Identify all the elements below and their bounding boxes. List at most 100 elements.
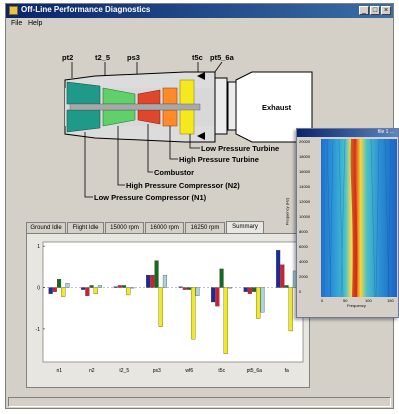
bar-pt5_6a-s2 [251,287,257,292]
tab-16250-rpm[interactable]: 16250 rpm [185,222,225,233]
x-tick-label: t2_5 [119,368,129,374]
bar-t2_5-s1 [117,285,122,288]
spectrogram-y-tick: 4000 [299,259,308,264]
exhaust-label: Exhaust [262,103,292,112]
spectrogram-window[interactable]: file 1 ... 20000 18000 16000 14000 12000 1000… [284,128,399,318]
spectrogram-y-axis: 20000 18000 16000 14000 12000 10000 8000 6000 40… [284,139,321,299]
bar-t5c-s3 [223,287,228,354]
station-ps3-label: ps3 [127,53,140,62]
y-tick-label: 0 [37,286,40,292]
bar-ps3-s3 [158,287,163,327]
spectrogram-title: file 1 ... [377,129,394,135]
bar-t5c-s4 [227,287,233,289]
spectrogram-y-tick: 12000 [299,199,311,204]
bar-fa-s0 [276,250,281,288]
status-bar [8,397,391,407]
bar-n1-s1 [52,287,57,292]
bar-pt5_6a-s1 [247,287,252,294]
bar-t2_5-s4 [130,287,135,289]
menu-help[interactable]: Help [28,20,43,27]
bar-n1-s4 [65,283,70,288]
tab-ground-idle[interactable]: Ground Idle [26,222,66,233]
bar-n1-s3 [61,287,66,297]
station-pt5_6a-label: pt5_6a [210,53,235,62]
bar-ps3-s4 [162,274,168,288]
x-tick-label: n2 [89,368,95,374]
title-bar[interactable]: Off-Line Performance Diagnostics _ □ × [6,4,393,18]
menu-file[interactable]: File [11,20,23,27]
bar-t2_5-s3 [126,287,131,296]
spectrogram-image [321,139,397,297]
tab-16000-rpm[interactable]: 16000 rpm [145,222,184,233]
x-tick-label: wf6 [185,368,193,374]
app-icon [9,6,18,15]
minimize-button[interactable]: _ [359,6,369,15]
hpc-label: High Pressure Compressor (N2) [126,181,240,190]
close-button[interactable]: × [381,6,391,15]
bar-t5c-s2 [219,268,224,288]
bar-n2-s3 [93,287,98,294]
bar-n2-s0 [81,287,86,290]
x-tick-label: n1 [56,368,62,374]
bar-t5c-s0 [211,287,216,303]
lpc-label: Low Pressure Compressor (N1) [94,193,207,202]
menu-bar: File Help [6,19,393,31]
bar-pt5_6a-s0 [243,287,248,292]
x-tick-label: fa [285,368,289,374]
spectrogram-x-label: Frequency [347,303,366,308]
y-tick-label: 1 [37,244,40,250]
spectrogram-y-tick: 0 [299,289,302,294]
x-tick-label: t5c [218,368,225,374]
bar-n2-s2 [89,285,94,288]
hpt-label: High Pressure Turbine [179,155,259,164]
bar-fa-s2 [284,285,289,288]
y-tick-label: -1 [36,327,41,333]
bar-t5c-s1 [215,287,220,307]
summary-chart-panel: 1 0 -1 n1 n2 t2_5 ps3 wf6 t5c pt5_6a fa [26,233,310,388]
bar-n2-s4 [97,285,103,288]
bar-ps3-s1 [150,274,155,288]
lpc-section[interactable] [66,81,101,105]
spectrogram-title-bar[interactable]: file 1 ... [297,129,398,137]
bar-n2-s1 [85,287,90,296]
spectrogram-x-tick: 100 [365,298,372,303]
x-tick-label: pt5_6a [247,368,263,374]
station-t5c-label: t5c [192,53,203,62]
spectrogram-x-tick: 0 [321,298,324,303]
bar-ps3-s2 [154,260,159,288]
bar-t2_5-s2 [122,285,127,288]
spectrogram-y-tick: 18000 [299,154,311,159]
spectrogram-y-tick: 16000 [299,169,311,174]
spectrogram-x-tick: 50 [343,298,348,303]
bar-wf6-s0 [178,286,183,288]
spectrogram-y-tick: 8000 [299,229,308,234]
bar-pt5_6a-s3 [256,287,261,319]
lpt-label: Low Pressure Turbine [201,144,279,153]
summary-bar-chart: 1 0 -1 n1 n2 t2_5 ps3 wf6 t5c pt5_6a fa [36,241,304,374]
bar-wf6-s3 [191,287,196,340]
combustor-label: Combustor [154,168,194,177]
bar-n1-s2 [56,279,62,288]
spectrogram-y-tick: 14000 [299,184,311,189]
bar-t2_5-s0 [113,286,118,288]
spectrogram-y-tick: 20000 [299,139,311,144]
bar-wf6-s4 [195,287,200,296]
tab-flight-idle[interactable]: Flight Idle [67,222,104,233]
hpt-section[interactable] [162,87,178,105]
spectrogram-x-tick: 150 [387,298,394,303]
maximize-button[interactable]: □ [370,6,380,15]
spectrogram-y-tick: 10000 [299,214,311,219]
spectrogram-y-label: Frequency (Hz) [284,197,290,226]
x-tick-label: ps3 [153,368,161,374]
spectrogram-y-tick: 2000 [299,274,308,279]
tab-15000-rpm[interactable]: 15000 rpm [105,222,144,233]
bar-pt5_6a-s4 [260,287,265,313]
tab-summary[interactable]: Summary [226,221,264,233]
bar-fa-s3 [288,287,293,332]
spectrogram-y-tick: 6000 [299,244,308,249]
window-title: Off-Line Performance Diagnostics [21,5,151,14]
station-t2_5-label: t2_5 [95,53,110,62]
station-pt2-label: pt2 [62,53,73,62]
bar-wf6-s2 [186,287,192,290]
